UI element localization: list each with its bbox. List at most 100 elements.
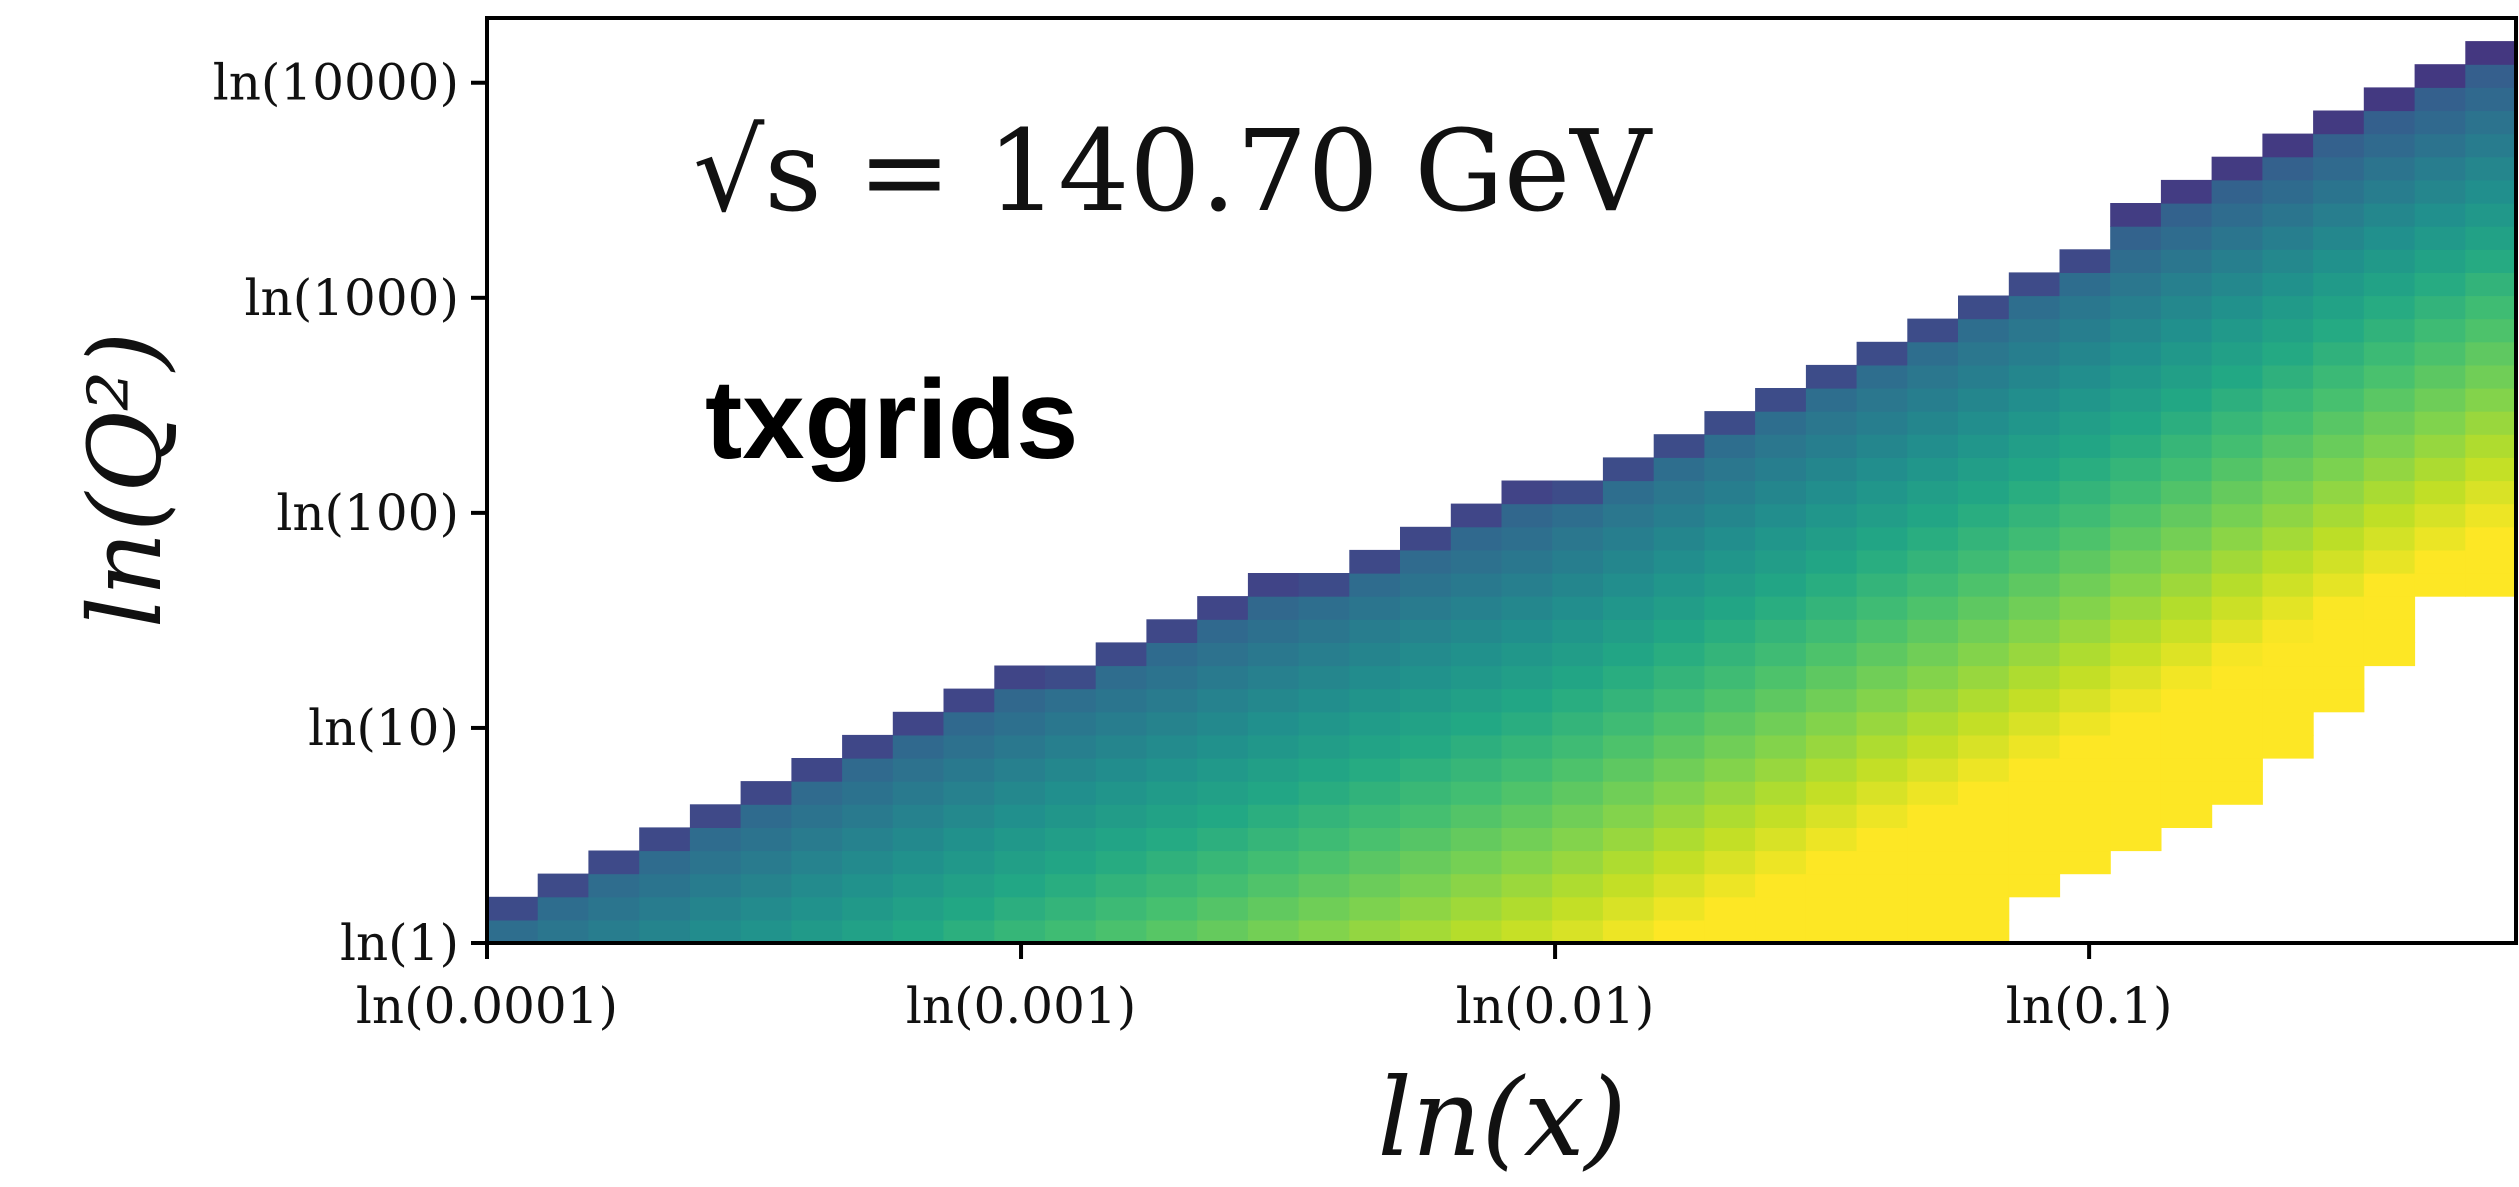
- heatmap-cell: [1298, 896, 1350, 921]
- heatmap-cell: [2059, 850, 2111, 875]
- heatmap-cell: [1907, 781, 1959, 805]
- heatmap-cell: [1653, 526, 1705, 551]
- heatmap-cell: [2059, 734, 2111, 759]
- heatmap-cell: [1907, 827, 1959, 852]
- heatmap-cell: [2414, 480, 2466, 505]
- heatmap-cell: [2059, 249, 2111, 273]
- heatmap-cell: [1045, 873, 1097, 898]
- heatmap-cell: [1146, 758, 1198, 782]
- heatmap-cell: [1298, 711, 1350, 736]
- heatmap-cell: [1958, 827, 2010, 852]
- heatmap-cell: [1856, 758, 1908, 782]
- heatmap-cell: [1907, 573, 1959, 597]
- heatmap-cell: [1958, 619, 2010, 643]
- heatmap-cell: [1958, 596, 2010, 620]
- heatmap-cell: [2414, 434, 2466, 458]
- heatmap-cell: [1704, 526, 1756, 551]
- heatmap-cell: [1805, 781, 1858, 805]
- heatmap-cell: [1450, 665, 1503, 690]
- heatmap-cell: [1856, 457, 1908, 482]
- heatmap-cell: [2008, 827, 2061, 852]
- heatmap-cell: [1095, 804, 1147, 828]
- heatmap-cell: [1095, 827, 1147, 852]
- heatmap-cell: [2262, 434, 2314, 458]
- heatmap-cell: [1958, 295, 2010, 320]
- heatmap-cell: [1805, 688, 1858, 713]
- heatmap-cell: [1856, 642, 1908, 667]
- heatmap-cell: [2211, 642, 2263, 667]
- heatmap-cell: [1552, 480, 1604, 505]
- heatmap-cell: [943, 850, 995, 875]
- heatmap-cell: [1501, 873, 1553, 898]
- heatmap-cell: [1907, 341, 1959, 366]
- heatmap-cell: [1349, 665, 1401, 690]
- heatmap-cell: [1958, 388, 2010, 412]
- heatmap-cell: [1450, 688, 1503, 713]
- heatmap-cell: [1045, 688, 1097, 713]
- heatmap-cell: [2262, 688, 2314, 713]
- heatmap-cell: [1349, 896, 1401, 921]
- heatmap-cell: [2313, 388, 2365, 412]
- heatmap-cell: [1450, 549, 1503, 574]
- heatmap-cell: [2363, 503, 2416, 528]
- heatmap-cell: [1704, 434, 1756, 458]
- heatmap-cell: [1197, 596, 1249, 620]
- heatmap-cell: [1400, 711, 1452, 736]
- heatmap-cell: [1755, 711, 1807, 736]
- heatmap-cell: [1298, 827, 1350, 852]
- heatmap-cell: [2059, 341, 2111, 366]
- heatmap-cell: [1907, 711, 1959, 736]
- heatmap-cell: [2262, 457, 2314, 482]
- heatmap-cell: [2160, 573, 2213, 597]
- heatmap-cell: [2414, 156, 2466, 181]
- heatmap-cell: [1602, 642, 1655, 667]
- heatmap-cell: [2008, 364, 2061, 389]
- heatmap-cell: [1552, 827, 1604, 852]
- heatmap-cell: [1805, 665, 1858, 690]
- heatmap-cell: [2363, 642, 2416, 667]
- heatmap-cell: [1197, 758, 1249, 782]
- heatmap-cell: [1907, 850, 1959, 875]
- heatmap-cell: [2008, 873, 2061, 898]
- heatmap-cell: [2160, 434, 2213, 458]
- heatmap-cell: [1045, 665, 1097, 690]
- heatmap-cell: [1907, 480, 1959, 505]
- heatmap-cell: [943, 804, 995, 828]
- heatmap-cell: [1197, 642, 1249, 667]
- heatmap-cell: [588, 919, 640, 944]
- heatmap-cell: [1247, 873, 1300, 898]
- heatmap-cell: [2414, 64, 2466, 88]
- heatmap-cell: [2363, 272, 2416, 297]
- heatmap-cell: [1907, 526, 1959, 551]
- heatmap-cell: [1450, 873, 1503, 898]
- heatmap-cell: [842, 804, 894, 828]
- heatmap-cell: [2465, 203, 2517, 227]
- heatmap-cell: [2313, 434, 2365, 458]
- heatmap-cell: [2465, 388, 2517, 412]
- heatmap-cell: [1653, 734, 1705, 759]
- heatmap-cell: [1552, 850, 1604, 875]
- heatmap-cell: [994, 850, 1046, 875]
- heatmap-cell: [1400, 919, 1452, 944]
- heatmap-cell: [639, 896, 691, 921]
- x-tick-label: ln(0.01): [1456, 977, 1655, 1035]
- heatmap-cell: [2008, 526, 2061, 551]
- heatmap-cell: [1856, 364, 1908, 389]
- heatmap-cell: [1958, 734, 2010, 759]
- heatmap-cell: [2363, 457, 2416, 482]
- heatmap-cell: [689, 873, 742, 898]
- heatmap-cell: [943, 711, 995, 736]
- heatmap-cell: [1298, 804, 1350, 828]
- heatmap-cell: [1247, 596, 1300, 620]
- heatmap-cell: [2414, 457, 2466, 482]
- heatmap-cell: [1704, 896, 1756, 921]
- heatmap-cell: [1805, 526, 1858, 551]
- heatmap-cell: [2313, 549, 2365, 574]
- heatmap-cell: [487, 919, 539, 944]
- heatmap-cell: [1755, 896, 1807, 921]
- heatmap-cell: [1197, 619, 1249, 643]
- heatmap-cell: [1958, 503, 2010, 528]
- heatmap-cell: [2211, 318, 2263, 343]
- heatmap-cell: [1653, 596, 1705, 620]
- heatmap-cell: [1400, 642, 1452, 667]
